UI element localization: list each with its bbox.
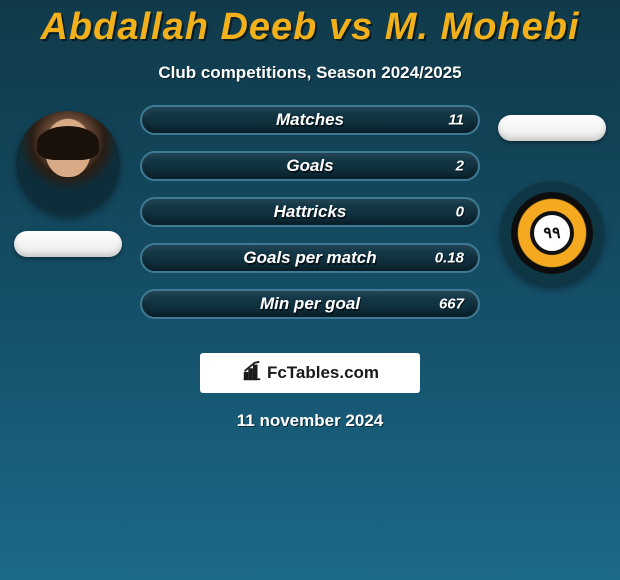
stat-label: Min per goal xyxy=(142,294,478,314)
brand-link[interactable]: FcTables.com xyxy=(200,353,420,393)
season-subtitle: Club competitions, Season 2024/2025 xyxy=(0,63,620,83)
chart-icon xyxy=(241,360,263,387)
player-left-block xyxy=(8,111,128,257)
stat-right-value: 0.18 xyxy=(435,250,464,267)
player-left-flag xyxy=(14,231,122,257)
stat-label: Hattricks xyxy=(142,202,478,222)
stat-label: Goals per match xyxy=(142,248,478,268)
club-badge-core: ۹۹ xyxy=(530,211,574,255)
brand-text: FcTables.com xyxy=(267,363,379,383)
club-badge-icon: ۹۹ xyxy=(511,192,593,274)
stat-row-matches: Matches 11 xyxy=(140,105,480,135)
player-right-avatar: ۹۹ xyxy=(500,181,604,285)
stat-right-value: 2 xyxy=(456,158,464,175)
stat-label: Goals xyxy=(142,156,478,176)
player-right-block: ۹۹ xyxy=(492,111,612,285)
stats-column: Matches 11 Goals 2 Hattricks 0 Goals per… xyxy=(140,105,480,335)
stat-row-hattricks: Hattricks 0 xyxy=(140,197,480,227)
stat-label: Matches xyxy=(142,110,478,130)
stat-row-mpg: Min per goal 667 xyxy=(140,289,480,319)
stat-right-value: 11 xyxy=(448,112,464,129)
player-right-flag xyxy=(498,115,606,141)
stat-row-gpm: Goals per match 0.18 xyxy=(140,243,480,273)
stat-row-goals: Goals 2 xyxy=(140,151,480,181)
stat-right-value: 667 xyxy=(439,296,464,313)
page-title: Abdallah Deeb vs M. Mohebi xyxy=(0,0,620,49)
comparison-card: Abdallah Deeb vs M. Mohebi Club competit… xyxy=(0,0,620,580)
player-left-avatar xyxy=(16,111,120,215)
content-area: ۹۹ Matches 11 Goals 2 Hattricks 0 xyxy=(0,111,620,331)
stat-right-value: 0 xyxy=(456,204,464,221)
date-text: 11 november 2024 xyxy=(0,411,620,431)
